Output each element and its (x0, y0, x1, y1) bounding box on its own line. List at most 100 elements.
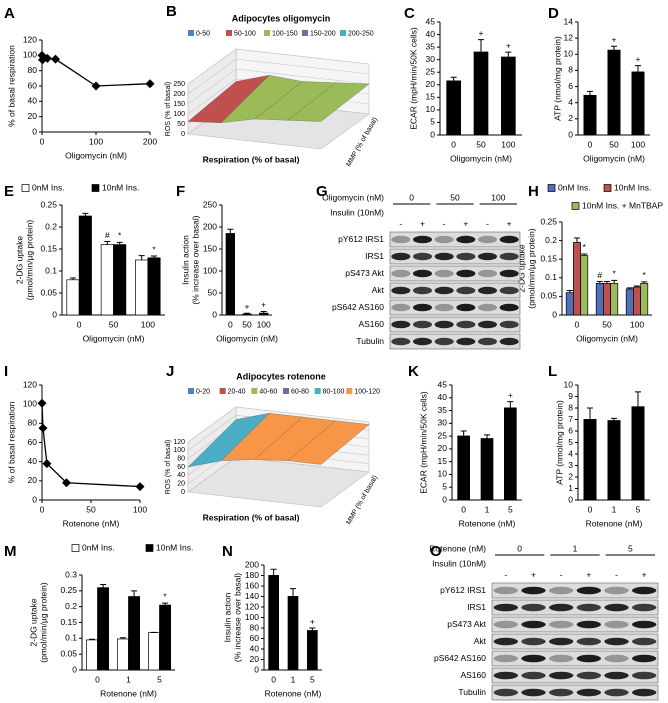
y-tick-label: 200 (245, 559, 259, 569)
y-tick-label: 30 (438, 418, 448, 428)
blot-band (456, 269, 476, 278)
blot-band (434, 235, 454, 244)
y-tick-label: 7 (568, 414, 573, 424)
blot-band (631, 688, 657, 697)
bar (625, 288, 634, 316)
blot-strip (491, 667, 659, 684)
legend-label: 60-80 (291, 388, 309, 395)
y-axis-label: ECAR (mpH/min/50K cells) (418, 391, 428, 494)
y-tick-label: 0.05 (540, 291, 557, 301)
y-tick-label: 2 (568, 113, 573, 123)
y-tick-label: 200 (203, 221, 217, 231)
bar (159, 604, 172, 671)
y-axis-label: 2-DG uptake (28, 598, 38, 646)
x-tick-label: 5 (636, 504, 641, 514)
x-tick-label: 100 (257, 319, 271, 329)
blot-band (604, 586, 629, 595)
data-point (62, 478, 71, 488)
error-bar (507, 401, 514, 408)
blot-strip (491, 599, 659, 616)
blot-band (499, 235, 519, 244)
y-tick-label: 0 (552, 309, 557, 319)
z-tick-label: 250 (173, 81, 185, 88)
error-bar (100, 584, 107, 588)
blot-band (521, 654, 546, 663)
lane-sign: - (504, 569, 507, 579)
bar (446, 80, 462, 136)
annotation: * (163, 591, 167, 601)
blot-band (521, 586, 546, 595)
error-bar (270, 568, 277, 576)
y-tick-label: 100 (23, 50, 37, 60)
legend-swatch (21, 184, 30, 192)
error-bar (131, 590, 138, 597)
bar (640, 283, 649, 316)
blot-row-label: Tubulin (458, 687, 486, 697)
y-tick-label: 15 (438, 456, 448, 466)
y-tick-label: 0 (254, 664, 259, 674)
grid-line (187, 58, 370, 95)
error-bar (227, 228, 234, 234)
blot-band (576, 688, 602, 697)
y-tick-label: 0.25 (60, 585, 77, 595)
y-tick-label: 40 (250, 643, 260, 653)
blot-strip (491, 616, 659, 633)
x-tick-label: 100 (630, 319, 644, 329)
x-axis-label: Rotenone (nM) (63, 518, 120, 528)
treatment-label: Rotenone (nM) (429, 543, 486, 553)
error-bar (566, 289, 573, 293)
y-tick-label: 20 (438, 443, 448, 453)
legend-label: 100-150 (272, 30, 298, 37)
legend-label: 0-50 (196, 30, 210, 37)
bar (242, 313, 252, 316)
y-tick-label: 0 (430, 129, 435, 139)
bar (631, 71, 645, 136)
annotation: + (636, 54, 641, 64)
lane-sign: - (399, 218, 402, 228)
y-tick-label: 0.2 (65, 601, 77, 611)
y-tick-label: 80 (28, 65, 38, 75)
annotation: + (479, 28, 484, 38)
blot-band (493, 671, 519, 680)
legend-label: 0nM Ins. (558, 182, 591, 192)
y-axis-label: % of basal respiration (6, 401, 16, 483)
bar (480, 438, 494, 501)
x-tick-label: 100 (133, 504, 147, 514)
panel-letter: I (4, 363, 8, 380)
error-bar (587, 407, 593, 420)
blot-band (412, 269, 433, 278)
data-point (38, 423, 48, 433)
y-axis-label: Insulin action (180, 235, 190, 285)
legend-label: 20-40 (228, 388, 246, 395)
blot-band (631, 637, 657, 646)
x-tick-label: 50 (242, 319, 252, 329)
blot-band (548, 603, 574, 612)
legend-swatch (283, 388, 289, 394)
x-tick-label: 200 (143, 136, 157, 146)
y-tick-label: 5 (568, 437, 573, 447)
z-tick-label: 200 (173, 91, 185, 98)
blot-row-label: AS160 (460, 670, 486, 680)
blot-band (576, 603, 602, 612)
z-tick-label: 60 (177, 464, 185, 471)
legend-swatch (71, 544, 80, 552)
bar (610, 283, 619, 316)
blot-band (391, 337, 411, 346)
blot-band (456, 235, 476, 244)
bar (607, 420, 621, 501)
lane-sign: + (586, 569, 591, 579)
lane-sign: - (560, 569, 563, 579)
blot-band (391, 269, 411, 278)
legend-label: 100-120 (354, 388, 380, 395)
blot-band (456, 286, 476, 295)
blot-band (412, 252, 433, 261)
dose-label: 50 (450, 192, 460, 202)
y-tick-label: 10 (438, 469, 448, 479)
blot-band (499, 269, 519, 278)
y-tick-label: 0 (568, 494, 573, 504)
z-tick-label: 100 (173, 447, 185, 454)
y-tick-label: 60 (28, 80, 38, 90)
legend-label: 0nM Ins. (32, 182, 65, 192)
legend-label: 10nM Ins. + MnTBAP (582, 200, 663, 210)
y-axis-label: ECAR (mpH/min/50K cells) (408, 27, 418, 130)
